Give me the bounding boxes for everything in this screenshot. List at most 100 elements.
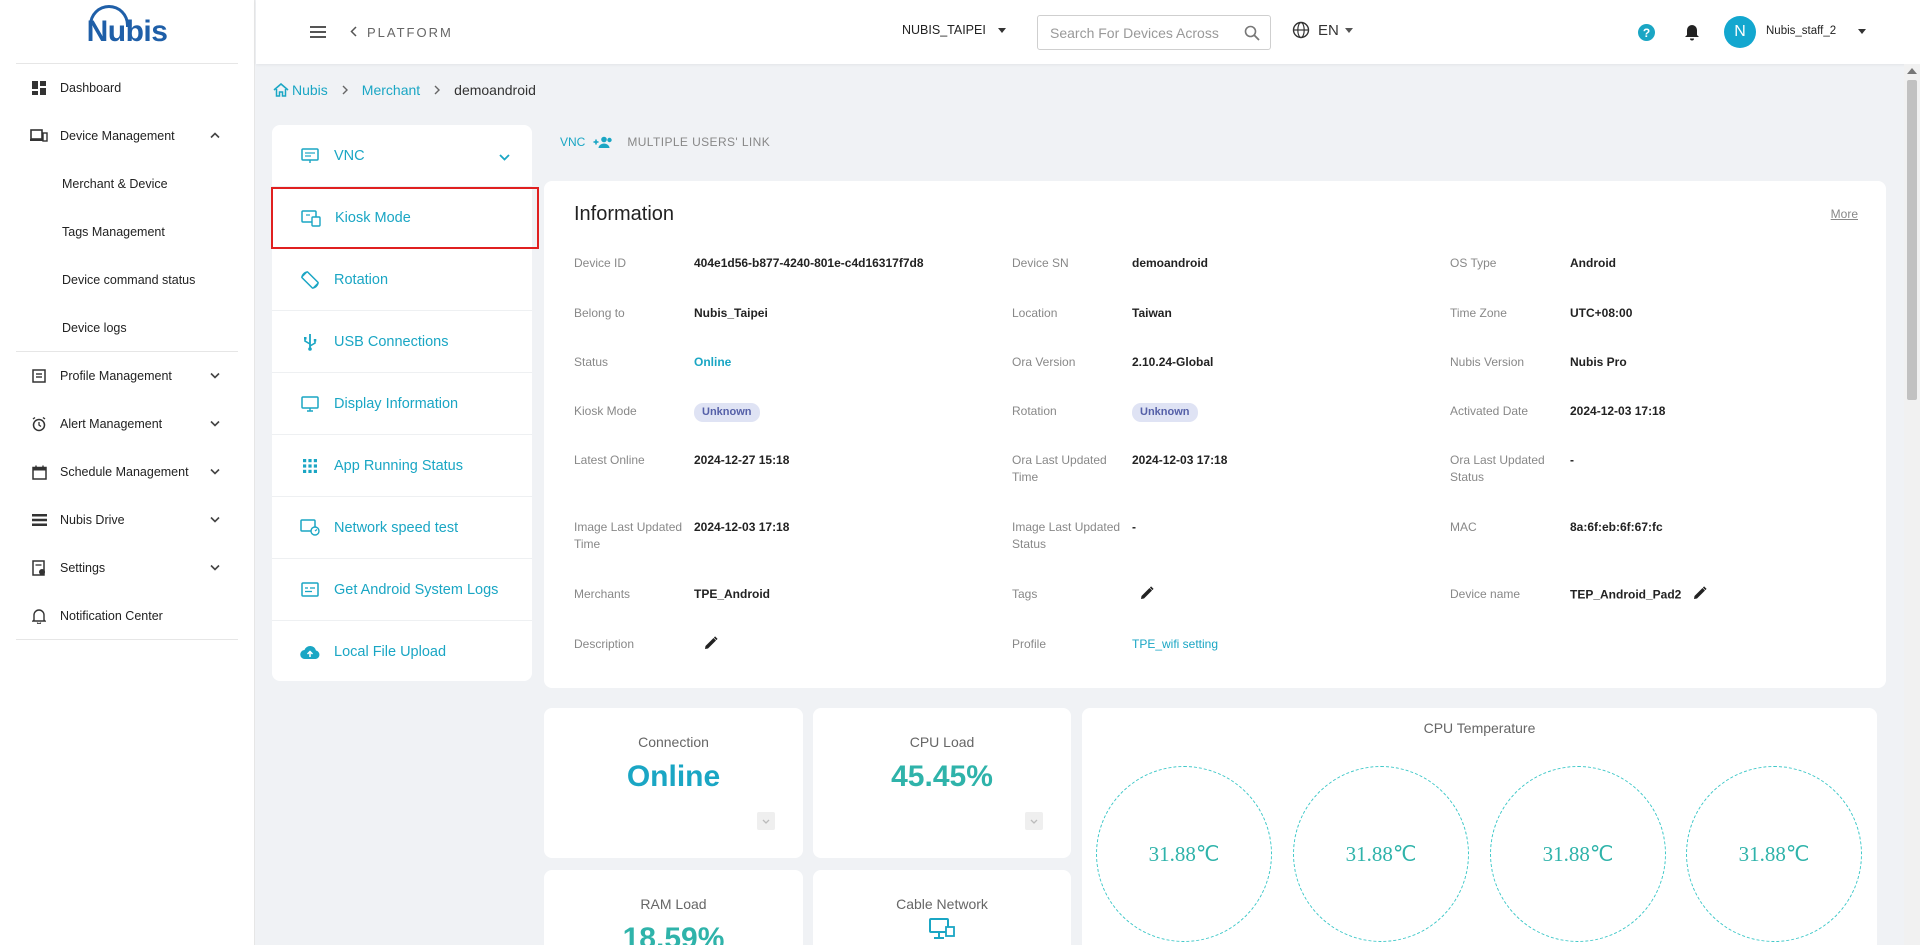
cpu-load-card: CPU Load 45.45% bbox=[813, 708, 1071, 858]
action-label: Network speed test bbox=[334, 519, 459, 536]
language-select[interactable]: EN bbox=[1292, 21, 1353, 39]
more-link[interactable]: More bbox=[1830, 207, 1858, 221]
chevron-down-icon bbox=[210, 419, 220, 430]
field-label: Nubis Version bbox=[1450, 355, 1525, 369]
sidebar-item-notification-center[interactable]: Notification Center bbox=[16, 592, 238, 640]
field-value: 2024-12-03 17:18 bbox=[1132, 453, 1228, 467]
temperature-gauge: 31.88℃ bbox=[1686, 766, 1862, 942]
action-usb-connections[interactable]: USB Connections bbox=[272, 311, 532, 373]
field-value: TEP_Android_Pad2 bbox=[1570, 587, 1682, 602]
cloud-icon bbox=[88, 4, 129, 27]
sidebar-item-settings[interactable]: Settings bbox=[16, 544, 238, 592]
sidebar-item-label: Notification Center bbox=[60, 608, 163, 623]
field-label: Ora Last Updated Time bbox=[1012, 453, 1107, 484]
action-local-file-upload[interactable]: Local File Upload bbox=[272, 621, 532, 683]
action-vnc[interactable]: VNC bbox=[272, 125, 532, 187]
edit-device-name-pencil-icon[interactable] bbox=[1693, 586, 1707, 605]
profile-link[interactable]: TPE_wifi setting bbox=[1132, 637, 1219, 651]
action-app-running-status[interactable]: App Running Status bbox=[272, 435, 532, 497]
vnc-screen-icon bbox=[300, 147, 320, 164]
expand-chevron-icon[interactable] bbox=[757, 812, 775, 830]
username: Nubis_staff_2 bbox=[1766, 25, 1837, 37]
tab-multiple-users-link[interactable]: MULTIPLE USERS' LINK bbox=[627, 135, 771, 149]
avatar[interactable]: N bbox=[1724, 16, 1756, 48]
action-rotation[interactable]: Rotation bbox=[272, 249, 532, 311]
profile-icon bbox=[30, 367, 48, 385]
field-value: UTC+08:00 bbox=[1570, 306, 1633, 320]
tab-vnc[interactable]: VNC bbox=[560, 135, 586, 149]
help-icon[interactable]: ? bbox=[1638, 24, 1655, 41]
add-users-icon[interactable] bbox=[593, 136, 613, 148]
list-icon bbox=[30, 511, 48, 529]
sidebar-item-schedule-management[interactable]: Schedule Management bbox=[16, 448, 238, 496]
action-display-information[interactable]: Display Information bbox=[272, 373, 532, 435]
sidebar-item-device-command-status[interactable]: Device command status bbox=[16, 256, 238, 304]
scrollbar-thumb[interactable] bbox=[1907, 80, 1917, 400]
edit-description-pencil-icon[interactable] bbox=[704, 636, 718, 655]
connection-value: Online bbox=[626, 760, 721, 793]
sidebar-item-merchant-device[interactable]: Merchant & Device bbox=[16, 160, 238, 208]
sidebar-item-profile-management[interactable]: Profile Management bbox=[16, 352, 238, 400]
search-input[interactable] bbox=[1050, 24, 1220, 41]
card-title: CPU Load bbox=[909, 734, 975, 750]
card-title: RAM Load bbox=[640, 896, 707, 912]
field-label: Description bbox=[574, 637, 635, 651]
chevron-left-icon[interactable] bbox=[350, 24, 357, 40]
sidebar-item-tags-management[interactable]: Tags Management bbox=[16, 208, 238, 256]
field-label: OS Type bbox=[1450, 256, 1497, 270]
calendar-icon bbox=[30, 463, 48, 481]
platform-label[interactable]: PLATFORM bbox=[367, 24, 453, 40]
search-icon[interactable] bbox=[1244, 25, 1260, 46]
sidebar-item-dashboard[interactable]: Dashboard bbox=[16, 64, 238, 112]
cable-network-card: Cable Network bbox=[813, 870, 1071, 945]
user-menu[interactable]: Nubis_staff_2 bbox=[1766, 25, 1867, 37]
chevron-down-icon bbox=[210, 467, 220, 478]
chevron-down-icon[interactable] bbox=[499, 149, 510, 165]
action-network-speed-test[interactable]: Network speed test bbox=[272, 497, 532, 559]
scroll-up-arrow-icon[interactable] bbox=[1907, 68, 1917, 74]
field-value: - bbox=[1132, 520, 1136, 534]
action-kiosk-mode[interactable]: Kiosk Mode bbox=[271, 187, 539, 249]
kiosk-screen-icon bbox=[301, 209, 321, 227]
sidebar-item-label: Alert Management bbox=[60, 417, 163, 431]
sidebar-item-label: Device Management bbox=[60, 129, 175, 143]
notification-bell-icon[interactable] bbox=[1684, 22, 1700, 46]
field-value: 404e1d56-b877-4240-801e-c4d16317f7d8 bbox=[694, 256, 924, 270]
sidebar-item-device-logs[interactable]: Device logs bbox=[16, 304, 238, 352]
sidebar-item-label: Profile Management bbox=[60, 369, 172, 383]
field-label: Device ID bbox=[574, 256, 627, 270]
field-label: Location bbox=[1012, 306, 1058, 320]
field-value: demoandroid bbox=[1132, 256, 1209, 270]
information-card: Information More Device ID 404e1d56-b877… bbox=[544, 181, 1886, 688]
sidebar-item-device-management[interactable]: Device Management bbox=[16, 112, 238, 160]
field-label: Ora Version bbox=[1012, 355, 1076, 369]
breadcrumb-merchant[interactable]: Merchant bbox=[361, 82, 421, 98]
ram-load-value: 18.59% bbox=[622, 922, 725, 945]
device-actions-panel: VNC Kiosk Mode Rotation USB Connections … bbox=[271, 125, 539, 683]
field-value: 2024-12-03 17:18 bbox=[694, 520, 790, 534]
expand-chevron-icon[interactable] bbox=[1025, 812, 1043, 830]
field-label: Activated Date bbox=[1450, 404, 1529, 418]
caret-down-icon bbox=[997, 27, 1006, 33]
home-icon[interactable] bbox=[273, 83, 289, 97]
field-value: Nubis_Taipei bbox=[694, 306, 768, 320]
network-test-icon bbox=[300, 519, 320, 536]
logo[interactable]: Nubis bbox=[16, 0, 238, 64]
cable-network-icon bbox=[813, 918, 1071, 945]
sidebar-item-alert-management[interactable]: Alert Management bbox=[16, 400, 238, 448]
card-title: Connection bbox=[638, 734, 709, 750]
devices-icon bbox=[30, 127, 48, 145]
organization-select[interactable]: NUBIS_TAIPEI bbox=[902, 23, 1006, 37]
sidebar-item-label: Merchant & Device bbox=[62, 177, 168, 191]
cpu-temperature-card: CPU Temperature 31.88℃ 31.88℃ 31.88℃ 31.… bbox=[1082, 708, 1877, 945]
action-get-android-system-logs[interactable]: Get Android System Logs bbox=[272, 559, 532, 621]
edit-tags-pencil-icon[interactable] bbox=[1140, 586, 1154, 605]
breadcrumb: Nubis Merchant demoandroid bbox=[273, 82, 536, 98]
field-label: Rotation bbox=[1012, 404, 1057, 418]
status-value: Online bbox=[694, 355, 732, 369]
sidebar-item-nubis-drive[interactable]: Nubis Drive bbox=[16, 496, 238, 544]
field-label: Kiosk Mode bbox=[574, 404, 637, 418]
menu-icon[interactable] bbox=[310, 26, 326, 38]
breadcrumb-home[interactable]: Nubis bbox=[292, 82, 328, 98]
temperature-gauge: 31.88℃ bbox=[1096, 766, 1272, 942]
